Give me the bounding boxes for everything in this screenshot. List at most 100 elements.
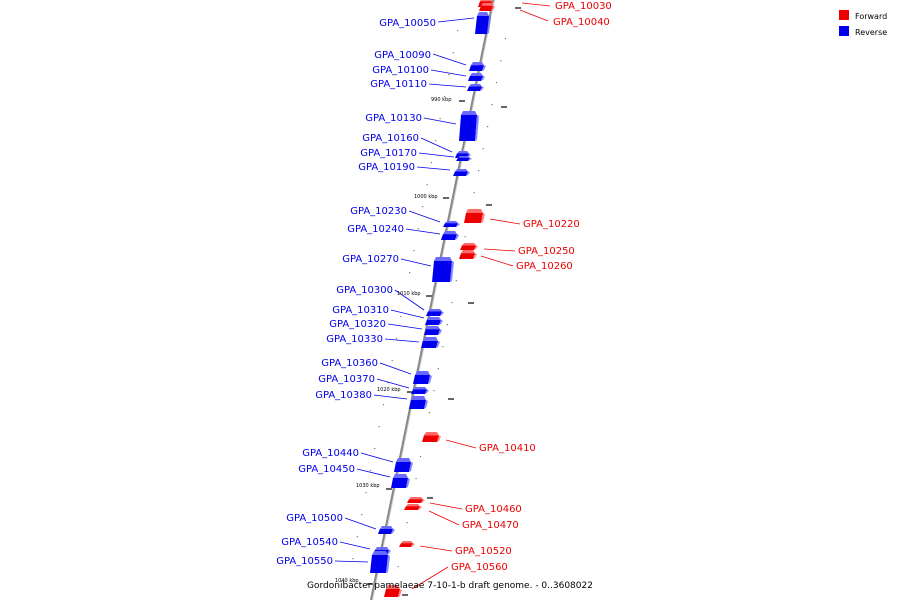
gene-label-connector [419,545,453,552]
legend-label-reverse: Reverse [855,28,887,37]
gene-label[interactable]: GPA_10310 [332,305,389,316]
track-dot [451,302,453,304]
gene-label-connector [405,228,441,235]
track-dot [442,346,444,348]
gene-label[interactable]: GPA_10380 [315,390,372,401]
gene-gpa-10550[interactable] [370,551,390,573]
gene-gpa-10370[interactable] [411,387,429,394]
gene-label-connector [356,468,391,478]
gene-label[interactable]: GPA_10450 [298,464,355,475]
tick-label: 990 kbp [431,97,451,103]
gene-label[interactable]: GPA_10250 [518,246,575,257]
gene-label[interactable]: GPA_10540 [281,537,338,548]
track-dot [504,38,507,40]
gene-label[interactable]: GPA_10170 [360,148,417,159]
track-dot [433,390,435,392]
track-dot [352,558,354,560]
gene-gpa-10100[interactable] [468,73,485,81]
track-dot [361,514,363,516]
track-dot [374,448,376,450]
gene-label-connector [429,502,463,510]
gene-label-connector [373,394,408,400]
gene-gpa-10040[interactable] [479,3,495,11]
gene-gpa-10270[interactable] [432,257,454,282]
gene-label[interactable]: GPA_10370 [318,374,375,385]
track-dot [439,118,441,120]
gene-label[interactable]: GPA_10240 [347,224,404,235]
gene-label-connector [521,2,551,7]
gene-gpa-10220[interactable] [464,209,485,223]
gene-label[interactable]: GPA_10130 [365,113,422,124]
gene-gpa-10440[interactable] [394,458,413,472]
gene-label[interactable]: GPA_10160 [362,133,419,144]
gene-label[interactable]: GPA_10270 [342,254,399,265]
gene-gpa-10500[interactable] [378,526,395,534]
gene-gpa-10300[interactable] [426,309,444,316]
gene-gpa-10470[interactable] [404,504,422,510]
track-dot [356,536,358,538]
gene-gpa-10230[interactable] [443,221,460,227]
gene-gpa-10130[interactable] [459,111,479,141]
gene-label[interactable]: GPA_10520 [455,546,512,557]
track-dot [378,426,380,428]
gene-label-connector [394,289,425,311]
gene-gpa-10360[interactable] [413,371,432,384]
gene-label[interactable]: GPA_10030 [555,1,612,12]
gene-gpa-10190[interactable] [453,169,470,176]
track-dot [400,316,402,318]
gene-gpa-10250[interactable] [460,243,478,250]
gene-gpa-10410[interactable] [422,432,441,442]
gene-label[interactable]: GPA_10190 [358,162,415,173]
track-dot [464,236,466,238]
gene-gpa-10560[interactable] [384,585,402,597]
gene-label[interactable]: GPA_10100 [372,65,429,76]
track-dot [369,470,371,472]
gene-label-layer: GPA_10030 GPA_10040 GPA_10050 GPA_10090 GPA_… [276,1,612,590]
gene-gpa-10050[interactable] [475,12,491,34]
gene-gpa-10380[interactable] [409,396,428,409]
gene-label-connector [376,378,410,389]
gene-label[interactable]: GPA_10440 [302,448,359,459]
gene-gpa-10460[interactable] [407,497,425,503]
gene-gpa-10240[interactable] [441,231,459,240]
track-dot [404,294,406,296]
gene-label[interactable]: GPA_10320 [329,319,386,330]
gene-label[interactable]: GPA_10230 [350,206,407,217]
gene-gpa-10260[interactable] [459,250,477,259]
gene-label[interactable]: GPA_10410 [479,443,536,454]
gene-label[interactable]: GPA_10220 [523,219,580,230]
track-dot [452,52,454,54]
legend-swatch-forward [839,10,849,20]
track-dot [491,104,493,106]
gene-gpa-10450[interactable] [391,474,410,488]
gene-label-connector [519,9,549,22]
gene-label[interactable]: GPA_10050 [379,18,436,29]
gene-label-connector [408,210,441,223]
gene-label[interactable]: GPA_10090 [374,50,431,61]
gene-gpa-10310[interactable] [425,317,443,325]
gene-label[interactable]: GPA_10560 [451,562,508,573]
gene-label[interactable]: GPA_10550 [276,556,333,567]
gene-gpa-10320[interactable] [424,326,442,335]
gene-gpa-10520[interactable] [399,541,415,547]
gene-label[interactable]: GPA_10360 [321,358,378,369]
gene-label-connector [489,218,521,225]
gene-label[interactable]: GPA_10460 [465,504,522,515]
gene-gpa-10170[interactable] [456,156,472,161]
gene-label[interactable]: GPA_10500 [286,513,343,524]
track-dot [446,324,448,326]
gene-label-connector [423,117,457,125]
gene-label[interactable]: GPA_10300 [336,285,393,296]
gene-label-connector [445,439,477,449]
gene-label[interactable]: GPA_10040 [553,17,610,28]
gene-gpa-10090[interactable] [469,62,486,71]
gene-label[interactable]: GPA_10470 [462,520,519,531]
genome-axis [369,0,494,600]
gene-gpa-10330[interactable] [421,337,440,348]
gene-label[interactable]: GPA_10110 [370,79,427,90]
gene-gpa-10110[interactable] [467,84,484,91]
gene-label[interactable]: GPA_10260 [516,261,573,272]
gene-label[interactable]: GPA_10330 [326,334,383,345]
track-dot [413,250,415,252]
